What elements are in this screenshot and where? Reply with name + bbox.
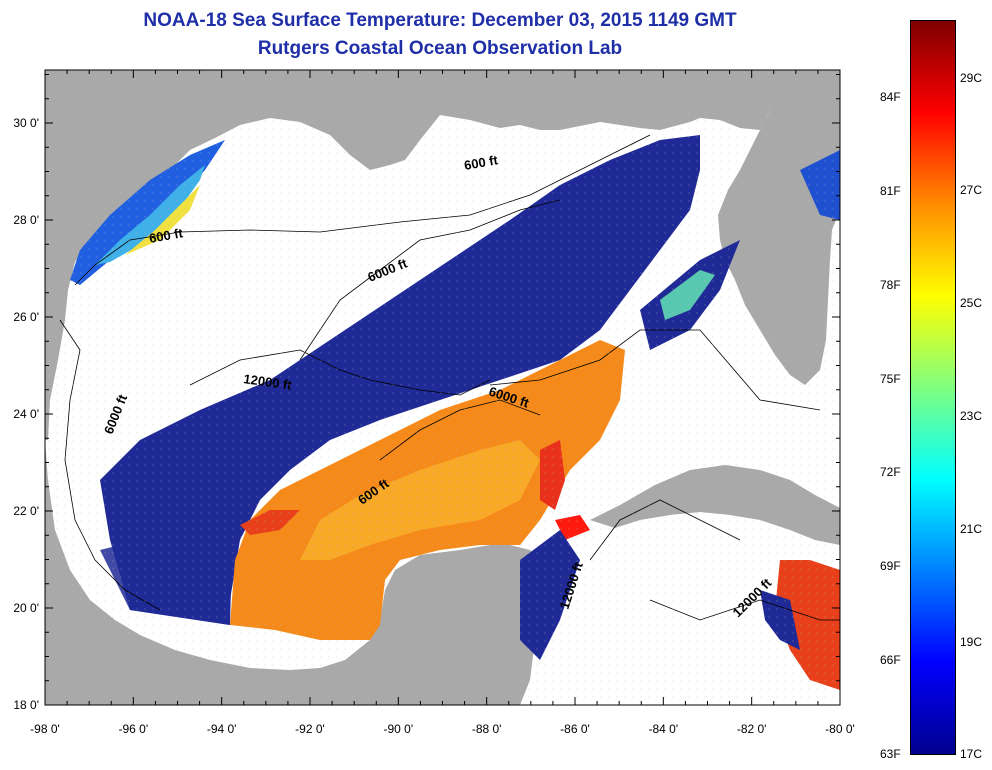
lat-tick-label: 30 0' bbox=[13, 116, 39, 130]
colorbar-fahrenheit-label: 81F bbox=[880, 184, 901, 198]
lat-tick-label: 28 0' bbox=[13, 213, 39, 227]
lon-tick-label: -88 0' bbox=[472, 722, 502, 736]
lon-tick-label: -80 0' bbox=[825, 722, 855, 736]
lat-tick-label: 20 0' bbox=[13, 601, 39, 615]
lon-tick-label: -96 0' bbox=[119, 722, 149, 736]
colorbar-fahrenheit-label: 84F bbox=[880, 90, 901, 104]
map-subtitle: Rutgers Coastal Ocean Observation Lab bbox=[257, 38, 623, 59]
colorbar-celsius-label: 27C bbox=[960, 183, 983, 197]
colorbar-celsius-label: 29C bbox=[960, 71, 983, 85]
colorbar-celsius-label: 23C bbox=[960, 409, 983, 423]
colorbar-fahrenheit-label: 63F bbox=[880, 747, 901, 761]
lon-tick-label: -84 0' bbox=[649, 722, 679, 736]
colorbar-fahrenheit-label: 78F bbox=[880, 278, 901, 292]
colorbar-fahrenheit-label: 75F bbox=[880, 372, 901, 386]
colorbar-fahrenheit-label: 69F bbox=[880, 559, 901, 573]
lon-tick-label: -86 0' bbox=[560, 722, 590, 736]
lat-tick-label: 24 0' bbox=[13, 407, 39, 421]
lat-tick-label: 22 0' bbox=[13, 504, 39, 518]
lon-tick-label: -90 0' bbox=[384, 722, 414, 736]
colorbar-fahrenheit-label: 66F bbox=[880, 653, 901, 667]
map-title: NOAA-18 Sea Surface Temperature: Decembe… bbox=[143, 10, 737, 31]
colorbar-celsius-label: 21C bbox=[960, 522, 983, 536]
colorbar-celsius-label: 25C bbox=[960, 296, 983, 310]
lat-tick-label: 18 0' bbox=[13, 698, 39, 712]
colorbar-celsius-label: 17C bbox=[960, 747, 983, 761]
lon-tick-label: -92 0' bbox=[295, 722, 325, 736]
colorbar-fahrenheit-label: 72F bbox=[880, 465, 901, 479]
lon-tick-label: -94 0' bbox=[207, 722, 237, 736]
lon-tick-label: -98 0' bbox=[30, 722, 60, 736]
lon-tick-label: -82 0' bbox=[737, 722, 767, 736]
temperature-colorbar bbox=[910, 20, 956, 755]
axis-ticks: -98 0' -96 0' -94 0' -92 0' -90 0' -88 0' -86 … bbox=[13, 70, 855, 736]
colorbar-celsius-label: 19C bbox=[960, 635, 983, 649]
lat-tick-label: 26 0' bbox=[13, 310, 39, 324]
